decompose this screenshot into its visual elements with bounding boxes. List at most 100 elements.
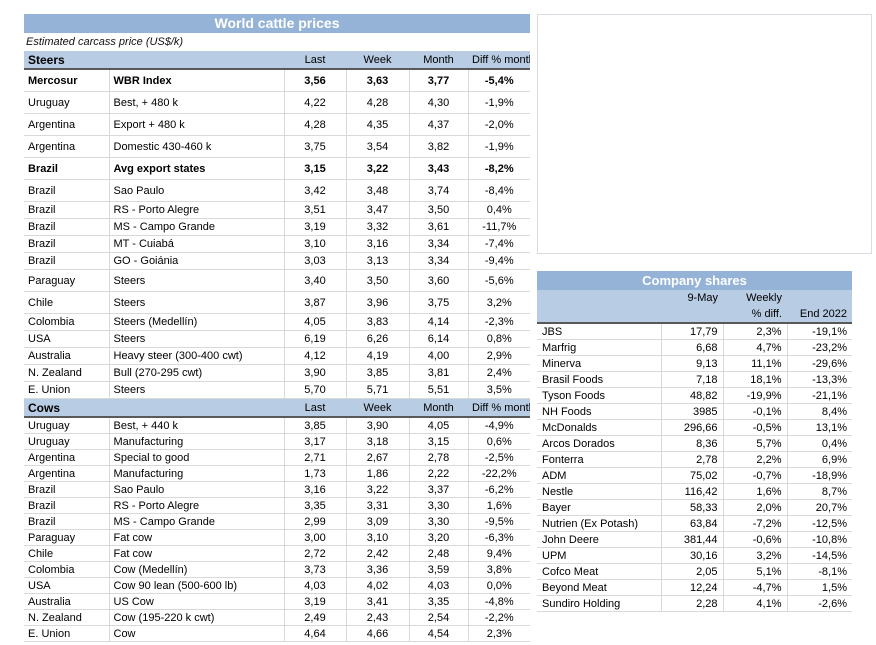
description-cell: Best, + 480 k: [108, 91, 285, 114]
week-cell: 3,90: [345, 417, 410, 434]
country-cell: Brazil: [24, 235, 109, 253]
diff-cell: -9,5%: [467, 513, 531, 530]
month-cell: 4,30: [408, 91, 469, 114]
week-cell: 4,35: [345, 113, 410, 136]
country-cell: Brazil: [24, 497, 109, 514]
description-cell: Cow 90 lean (500-600 lb): [108, 577, 285, 594]
table-row: Argentina Special to good 2,71 2,67 2,78 -2,5…: [24, 449, 531, 466]
company-row: Beyond Meat 12,24 -4,7% 1,5%: [537, 579, 852, 596]
week-cell: 4,28: [345, 91, 410, 114]
price-cell: 48,82: [660, 387, 723, 404]
table-row: Argentina Export + 480 k 4,28 4,35 4,37 -2,0%: [24, 113, 531, 136]
country-cell: N. Zealand: [24, 364, 109, 382]
end-2022-cell: 13,1%: [786, 419, 852, 436]
diff-cell: -6,2%: [467, 481, 531, 498]
end-2022-cell: -8,1%: [786, 563, 852, 580]
month-cell: 3,60: [408, 269, 469, 292]
week-cell: 3,83: [345, 313, 410, 331]
last-cell: 2,99: [283, 513, 347, 530]
diff-cell: 0,4%: [467, 201, 531, 219]
last-cell: 3,85: [283, 417, 347, 434]
end-2022-header: End 2022: [787, 306, 852, 324]
table-row: Brazil RS - Porto Alegre 3,51 3,47 3,50 0,4%: [24, 201, 531, 219]
month-cell: 3,77: [408, 69, 469, 92]
end-2022-cell: 0,4%: [786, 435, 852, 452]
month-cell: 3,43: [408, 157, 469, 180]
month-cell: 3,30: [408, 513, 469, 530]
last-cell: 4,64: [283, 625, 347, 642]
company-name-cell: Nestle: [537, 483, 661, 500]
company-name-cell: Brasil Foods: [537, 371, 661, 388]
week-cell: 3,48: [345, 179, 410, 202]
description-cell: Fat cow: [108, 529, 285, 546]
country-cell: USA: [24, 577, 109, 594]
last-cell: 3,51: [283, 201, 347, 219]
price-cell: 3985: [660, 403, 723, 420]
table-row: Mercosur WBR Index 3,56 3,63 3,77 -5,4%: [24, 69, 531, 92]
country-cell: Uruguay: [24, 417, 109, 434]
weekly-diff-cell: 2,0%: [722, 499, 787, 516]
week-cell: 3,47: [345, 201, 410, 219]
month-cell: 3,82: [408, 135, 469, 158]
end-2022-cell: -29,6%: [786, 355, 852, 372]
weekly-diff-cell: 1,6%: [722, 483, 787, 500]
description-cell: WBR Index: [108, 69, 285, 92]
description-cell: Steers: [108, 330, 285, 348]
description-cell: Sao Paulo: [108, 481, 285, 498]
company-name-cell: McDonalds: [537, 419, 661, 436]
table-row: USA Steers 6,19 6,26 6,14 0,8%: [24, 330, 531, 348]
week-cell: 3,22: [345, 157, 410, 180]
diff-cell: 2,3%: [467, 625, 531, 642]
month-cell: 3,35: [408, 593, 469, 610]
country-cell: Paraguay: [24, 529, 109, 546]
table-row: Paraguay Fat cow 3,00 3,10 3,20 -6,3%: [24, 529, 531, 546]
weekly-diff-cell: -7,2%: [722, 515, 787, 532]
price-cell: 12,24: [660, 579, 723, 596]
table-row: Uruguay Best, + 440 k 3,85 3,90 4,05 -4,9%: [24, 417, 531, 434]
company-row: McDonalds 296,66 -0,5% 13,1%: [537, 419, 852, 436]
company-row: Nestle 116,42 1,6% 8,7%: [537, 483, 852, 500]
description-cell: Manufacturing: [108, 433, 285, 450]
last-cell: 4,03: [283, 577, 347, 594]
end-2022-cell: 8,7%: [786, 483, 852, 500]
diff-cell: 0,8%: [467, 330, 531, 348]
last-cell: 4,22: [283, 91, 347, 114]
section-label: Steers: [24, 51, 285, 70]
diff-cell: -5,4%: [467, 69, 531, 92]
last-cell: 1,73: [283, 465, 347, 482]
company-name-cell: Bayer: [537, 499, 661, 516]
description-cell: MS - Campo Grande: [108, 513, 285, 530]
month-cell: 3,37: [408, 481, 469, 498]
month-cell: 5,51: [408, 381, 469, 399]
week-cell: 3,50: [345, 269, 410, 292]
table-row: Argentina Domestic 430-460 k 3,75 3,54 3,82-…: [24, 135, 531, 158]
table-row: Brazil RS - Porto Alegre 3,35 3,31 3,30 1,6%: [24, 497, 531, 514]
month-cell: 3,74: [408, 179, 469, 202]
company-row: Arcos Dorados 8,36 5,7% 0,4%: [537, 435, 852, 452]
company-row: JBS 17,79 2,3% -19,1%: [537, 323, 852, 340]
country-cell: Colombia: [24, 313, 109, 331]
price-cell: 17,79: [660, 323, 723, 340]
table-row: Brazil Sao Paulo 3,16 3,22 3,37 -6,2%: [24, 481, 531, 498]
week-cell: 1,86: [345, 465, 410, 482]
country-cell: Brazil: [24, 201, 109, 219]
table-row: Brazil Sao Paulo 3,42 3,48 3,74 -8,4%: [24, 179, 531, 202]
last-cell: 4,12: [283, 347, 347, 365]
last-cell: 3,19: [283, 593, 347, 610]
month-cell: 3,75: [408, 291, 469, 314]
company-name-cell: Marfrig: [537, 339, 661, 356]
week-cell: 4,19: [345, 347, 410, 365]
table-row: Australia US Cow 3,19 3,41 3,35 -4,8%: [24, 593, 531, 610]
end-2022-cell: -19,1%: [786, 323, 852, 340]
price-cell: 7,18: [660, 371, 723, 388]
country-cell: Argentina: [24, 465, 109, 482]
weekly-diff-cell: 4,7%: [722, 339, 787, 356]
country-cell: Brazil: [24, 157, 109, 180]
world-cattle-prices-title: World cattle prices: [24, 14, 530, 33]
weekly-diff-cell: -0,6%: [722, 531, 787, 548]
description-cell: Domestic 430-460 k: [108, 135, 285, 158]
country-cell: Brazil: [24, 252, 109, 270]
month-cell: 4,54: [408, 625, 469, 642]
month-cell: 3,50: [408, 201, 469, 219]
weekly-diff-cell: 5,1%: [722, 563, 787, 580]
